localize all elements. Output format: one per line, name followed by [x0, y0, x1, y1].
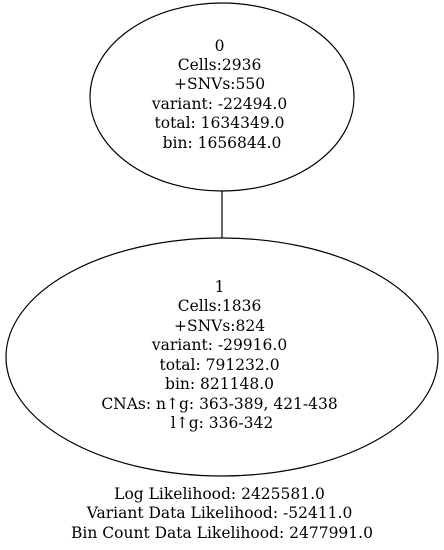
variant-data-likelihood: Variant Data Likelihood: -52411.0: [86, 504, 353, 522]
node-id: 1: [215, 278, 225, 296]
node-bin: bin: 821148.0: [165, 375, 274, 393]
node-cnas-continued: l↑g: 336-342: [171, 414, 273, 432]
node-cells: Cells:1836: [178, 297, 262, 315]
node-label: 1 Cells:1836 +SNVs:824 variant: -29916.0…: [101, 278, 342, 432]
node-variant: variant: -22494.0: [151, 95, 287, 113]
node-cnas: CNAs: n↑g: 363-389, 421-438: [101, 395, 337, 413]
node-total: total: 1634349.0: [155, 114, 285, 132]
node-total: total: 791232.0: [159, 356, 279, 374]
tree-node-1: 1 Cells:1836 +SNVs:824 variant: -29916.0…: [5, 237, 439, 477]
node-cells: Cells:2936: [178, 56, 262, 74]
node-ellipse: [5, 237, 439, 477]
tree-node-0: 0 Cells:2936 +SNVs:550 variant: -22494.0…: [89, 2, 355, 192]
node-id: 0: [215, 37, 225, 55]
node-snvs: +SNVs:824: [174, 317, 265, 335]
log-likelihood: Log Likelihood: 2425581.0: [114, 485, 325, 503]
node-label: 0 Cells:2936 +SNVs:550 variant: -22494.0…: [151, 37, 292, 152]
likelihood-summary: Log Likelihood: 2425581.0 Variant Data L…: [71, 485, 373, 542]
bin-count-data-likelihood: Bin Count Data Likelihood: 2477991.0: [71, 524, 373, 542]
node-snvs: +SNVs:550: [174, 75, 265, 93]
node-ellipse: [89, 2, 355, 192]
node-variant: variant: -29916.0: [151, 336, 287, 354]
node-bin: bin: 1656844.0: [163, 134, 282, 152]
